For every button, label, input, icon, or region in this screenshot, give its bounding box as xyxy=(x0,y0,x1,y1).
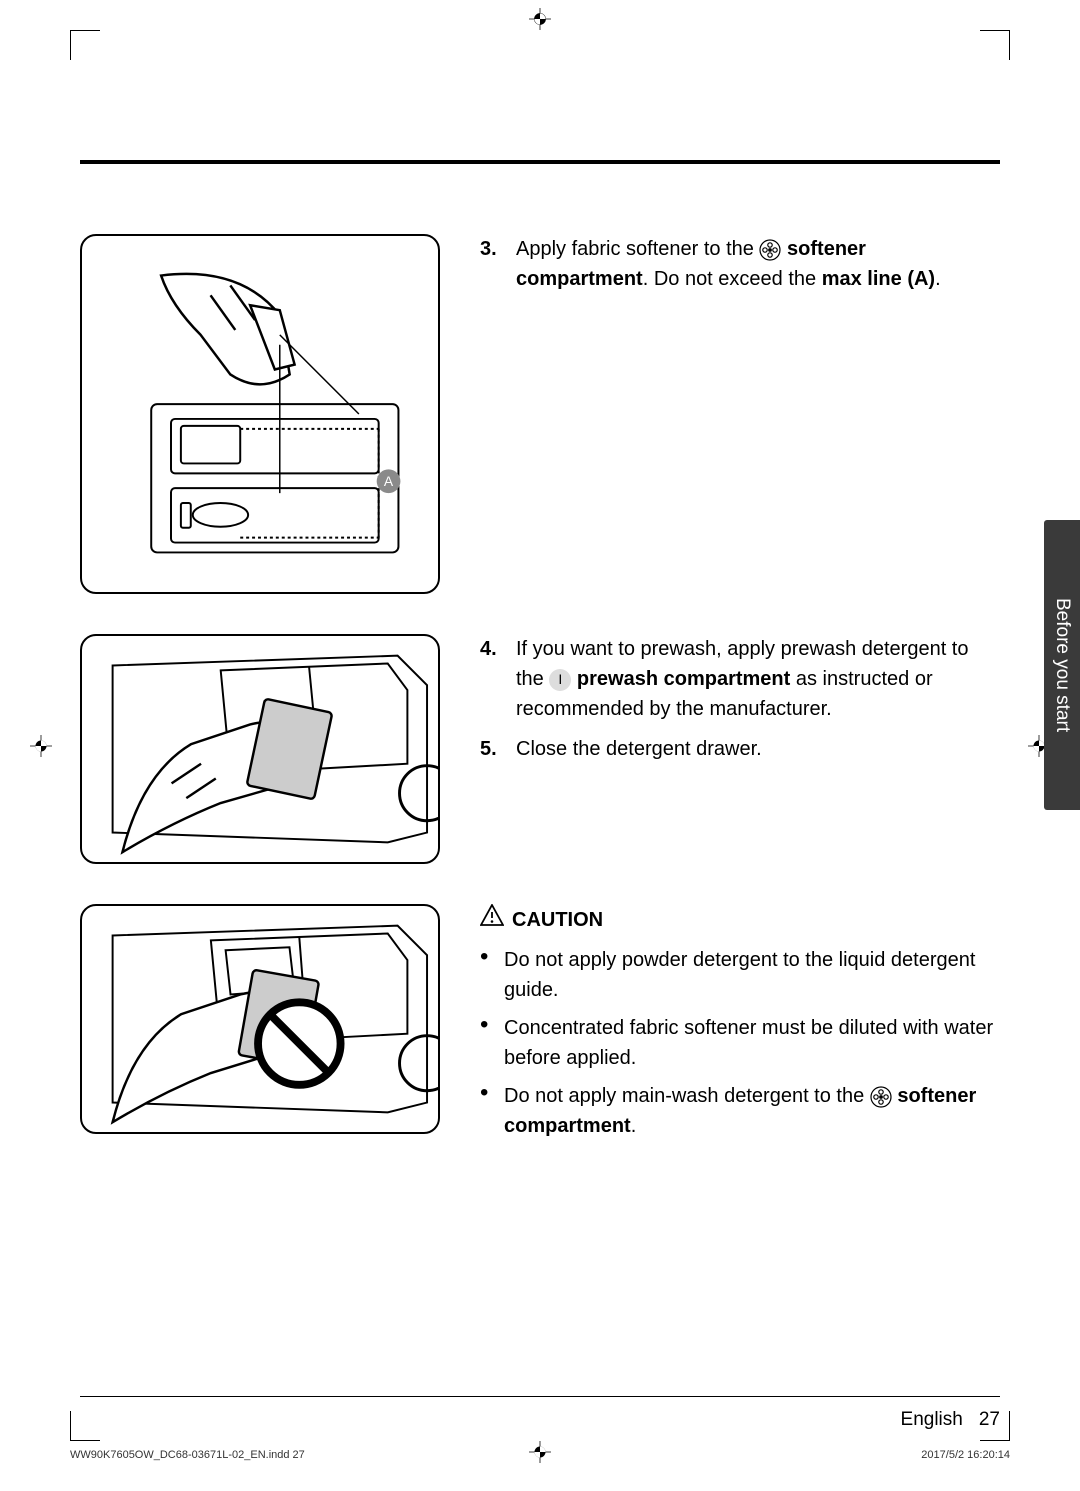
prewash-icon: I xyxy=(549,669,571,691)
step-5: 5. Close the detergent drawer. xyxy=(480,734,1000,764)
illustration-caution xyxy=(80,904,440,1134)
step-text: Close the detergent drawer. xyxy=(516,734,762,764)
print-metadata: WW90K7605OW_DC68-03671L-02_EN.indd 27 20… xyxy=(70,1449,1010,1461)
softener-icon xyxy=(870,1086,892,1108)
caution-heading: CAUTION xyxy=(480,904,1000,935)
step-text: If you want to prewash, apply prewash de… xyxy=(516,634,1000,724)
caution-item: Concentrated fabric softener must be dil… xyxy=(480,1013,1000,1073)
caution-row: CAUTION Do not apply powder detergent to… xyxy=(80,904,1000,1149)
softener-icon xyxy=(759,239,781,261)
step-4: 4. If you want to prewash, apply prewash… xyxy=(480,634,1000,724)
step-number: 3. xyxy=(480,234,506,294)
section-tab: Before you start xyxy=(1044,520,1080,810)
illustration-softener: A xyxy=(80,234,440,594)
step-3-row: A 3. Apply fabric softener to the soften… xyxy=(80,234,1000,594)
step-3: 3. Apply fabric softener to the softener… xyxy=(480,234,1000,294)
svg-text:A: A xyxy=(384,473,394,489)
step-number: 5. xyxy=(480,734,506,764)
registration-mark-icon xyxy=(30,735,52,757)
section-tab-label: Before you start xyxy=(1051,598,1073,732)
caution-label: CAUTION xyxy=(512,905,603,935)
step-number: 4. xyxy=(480,634,506,724)
warning-icon xyxy=(480,904,504,935)
caution-item: Do not apply powder detergent to the liq… xyxy=(480,945,1000,1005)
footer-page-number: 27 xyxy=(979,1409,1000,1431)
print-timestamp: 2017/5/2 16:20:14 xyxy=(921,1449,1010,1461)
header-rule xyxy=(80,160,1000,164)
step-4-5-row: 4. If you want to prewash, apply prewash… xyxy=(80,634,1000,864)
illustration-prewash xyxy=(80,634,440,864)
print-filename: WW90K7605OW_DC68-03671L-02_EN.indd 27 xyxy=(70,1449,305,1461)
footer-language: English xyxy=(901,1409,963,1431)
caution-item: Do not apply main-wash detergent to the … xyxy=(480,1081,1000,1141)
page-footer: English 27 xyxy=(80,1396,1000,1431)
step-text: Apply fabric softener to the softener co… xyxy=(516,234,1000,294)
registration-mark-icon xyxy=(529,8,551,30)
